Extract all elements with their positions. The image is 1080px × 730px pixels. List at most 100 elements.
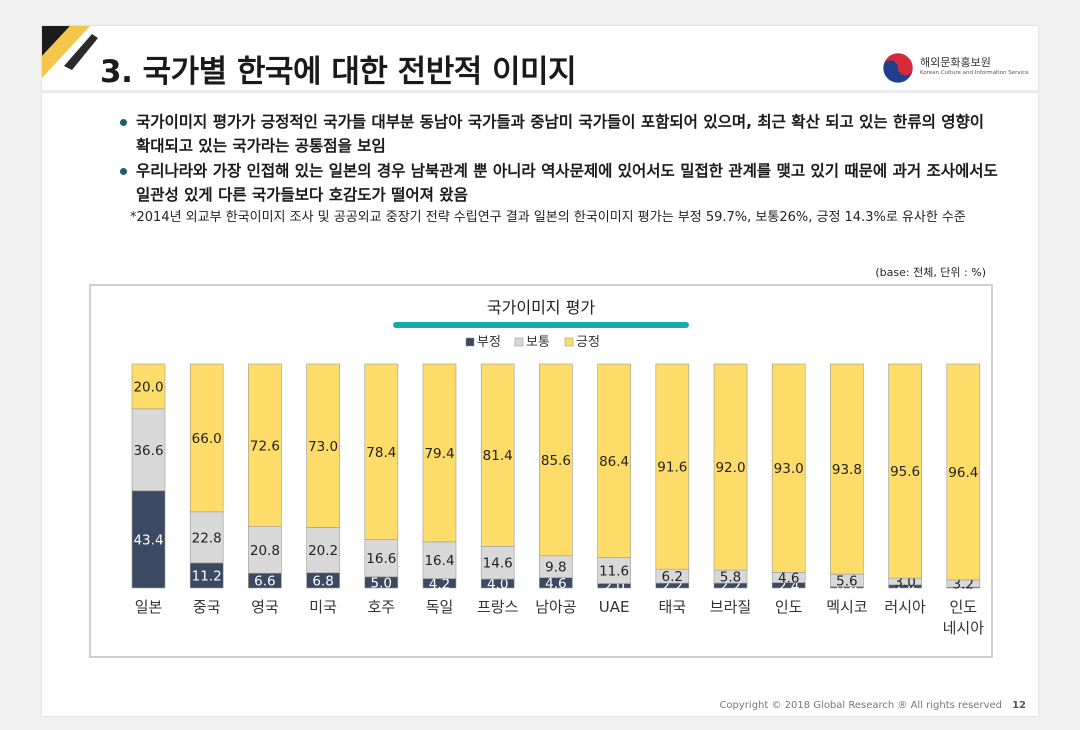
bar-segment [888,363,922,579]
data-label: 11.2 [192,568,222,584]
data-label: 95.6 [890,464,920,480]
bar-segment [189,562,224,589]
data-label: 85.6 [541,453,571,469]
data-label: 16.6 [366,551,396,567]
bar-segment [946,363,981,581]
legend-swatch [465,337,475,347]
category-label: 인도 [949,598,977,616]
bullet-item: 우리나라와 가장 인접해 있는 일본의 경우 남북관계 뿐 아니라 역사문제에 … [120,159,1000,207]
data-label: 20.0 [133,379,163,395]
data-label: 93.8 [832,462,862,478]
category-label: 중국 [193,598,221,616]
bullet-item: 국가이미지 평가가 긍정적인 국가들 대부분 동남아 국가들과 중남미 국가들이… [120,110,1000,158]
data-label: 6.2 [662,569,683,585]
bar-segment [655,363,690,570]
bar-segment [771,363,806,573]
bar-segment [189,511,224,564]
bar-segment [597,557,631,584]
logo: 해외문화홍보원 Korean Culture and Information S… [882,52,1032,84]
category-label: 호주 [367,598,395,616]
footnote: *2014년 외교부 한국이미지 조사 및 공공외교 중장기 전략 수립연구 결… [130,210,966,225]
bar-segment [422,363,457,543]
legend-swatch [564,337,574,347]
bar-segment [480,546,515,580]
bar-segment [597,363,631,558]
data-label: 9.8 [545,560,566,576]
data-label: 20.8 [250,543,280,559]
category-label: 브라질 [710,598,751,616]
data-label: 93.0 [774,461,804,477]
category-label: 프랑스 [477,598,519,616]
data-label: 5.0 [371,575,392,591]
base-note: (base: 전체, 단위 : %) [875,266,986,279]
bar-segment [131,363,166,410]
data-label: 5.8 [720,570,741,586]
logo-name: 해외문화홍보원 [920,56,991,69]
copyright: Copyright © 2018 Global Research ® All r… [719,700,1002,711]
bar-segment [830,363,864,575]
bar-segment [189,363,224,513]
data-label: 72.6 [250,438,280,454]
data-label: 79.4 [424,446,454,462]
data-label: 3.2 [953,577,974,593]
data-label: 86.4 [599,454,629,470]
legend-swatch [514,337,524,347]
data-label: 78.4 [366,445,396,461]
bar-segment [539,363,573,557]
title-divider [42,90,1038,93]
category-label: 일본 [135,598,163,616]
data-label: 92.0 [715,460,745,476]
bullet-list: 국가이미지 평가가 긍정적인 국가들 대부분 동남아 국가들과 중남미 국가들이… [120,110,1000,227]
legend-label: 긍정 [576,335,600,350]
bar-segment [713,363,748,571]
chart-container: 국가이미지 평가 부정 보통 긍정 43.4 36.6 20.0 일본 11.2 22.8 66.0… [89,284,993,658]
data-label: 11.6 [599,564,629,580]
legend-label: 보통 [526,335,550,350]
category-label: 독일 [426,598,454,616]
logo-subtitle: Korean Culture and Information Service [920,70,1029,76]
category-label: 태국 [658,598,686,616]
data-label: 5.6 [836,573,857,589]
bullet-dot-icon [120,168,127,175]
category-label: 인도 [775,598,803,616]
data-label: 36.6 [133,443,163,459]
category-label: UAE [599,598,630,616]
bullet-text: 우리나라와 가장 인접해 있는 일본의 경우 남북관계 뿐 아니라 역사문제에 … [136,162,998,204]
bar-segment [248,363,282,527]
data-label: 14.6 [483,556,513,572]
slide: 3. 국가별 한국에 대한 전반적 이미지 해외문화홍보원 Korean Cul… [42,26,1038,716]
data-label: 22.8 [192,530,222,546]
data-label: 4.6 [545,576,566,592]
category-label: 미국 [309,598,337,616]
bar-segment [364,539,399,578]
data-label: 43.4 [133,532,163,548]
bar-segment [364,363,399,540]
legend-label: 부정 [477,335,501,350]
bar-segment [248,526,282,574]
category-label: 남아공 [535,598,576,616]
data-label: 73.0 [308,439,338,455]
bullet-dot-icon [120,119,127,126]
category-label: 러시아 [884,598,926,616]
bar-segment [306,363,340,528]
chart-title: 국가이미지 평가 [487,298,595,317]
category-label: 네시아 [943,619,985,637]
data-label: 3.0 [894,575,915,591]
page-number: 12 [1012,700,1026,711]
data-label: 6.6 [254,574,275,590]
taegeuk-logo-icon [882,52,914,84]
data-label: 6.8 [312,573,333,589]
data-label: 81.4 [483,448,513,464]
data-label: 4.0 [487,577,508,593]
data-label: 16.4 [424,553,454,569]
bar-segment [306,527,340,574]
data-label: 4.2 [429,576,450,592]
data-label: 96.4 [948,465,978,481]
data-label: 4.6 [778,570,799,586]
bullet-text: 국가이미지 평가가 긍정적인 국가들 대부분 동남아 국가들과 중남미 국가들이… [136,113,985,155]
category-label: 영국 [251,598,279,616]
category-label: 멕시코 [826,598,867,616]
bar-segment [480,363,515,547]
corner-decoration [42,26,98,78]
